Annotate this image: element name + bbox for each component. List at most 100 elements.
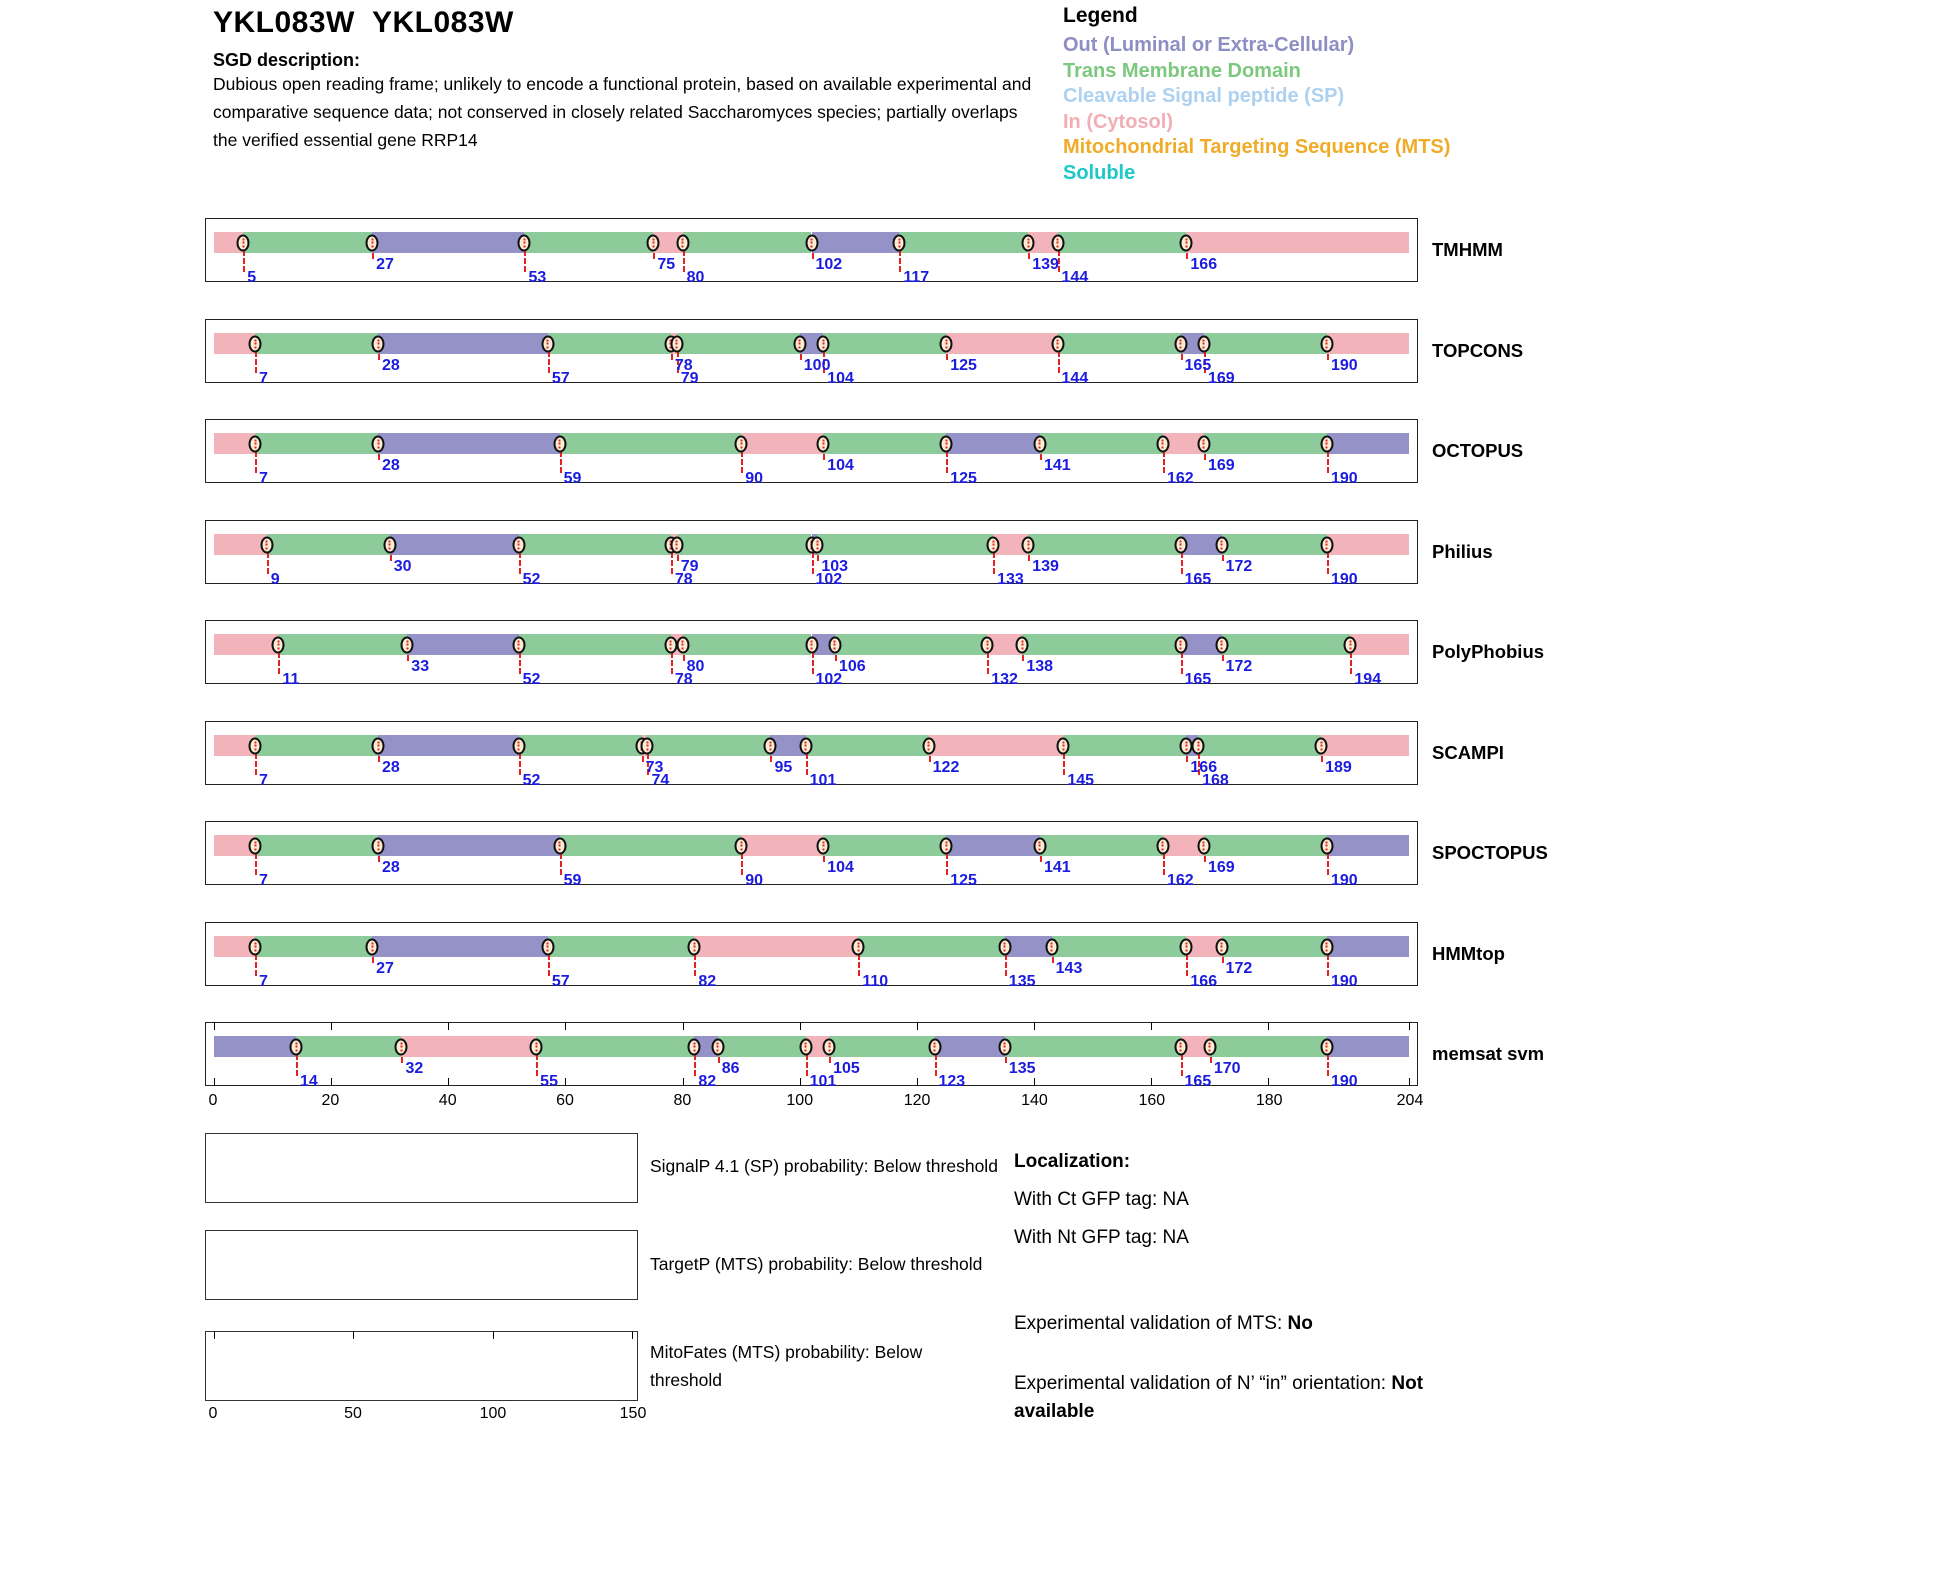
position-label: 102 [815, 571, 843, 588]
marker-leader-line [647, 745, 650, 775]
marker-leader-line [1057, 343, 1060, 373]
signalp-plot-box [205, 1133, 638, 1203]
marker-leader-line [559, 845, 562, 875]
boundary-marker-icon [541, 335, 555, 352]
position-label: 52 [522, 671, 541, 688]
topology-segment-tm [559, 835, 742, 856]
topology-segment-out [1180, 534, 1222, 555]
boundary-marker-icon [980, 636, 994, 653]
position-label: 7 [259, 772, 268, 789]
marker-center-dots [535, 1042, 538, 1051]
marker-center-dots [992, 540, 995, 549]
boundary-marker-icon [922, 737, 936, 754]
axis-tick [448, 1078, 450, 1085]
mitofates-axis-label: 50 [344, 1405, 362, 1422]
axis-tick [916, 1078, 918, 1085]
boundary-marker-icon [1215, 536, 1229, 553]
boundary-marker-icon [676, 636, 690, 653]
x-axis-label: 100 [786, 1092, 814, 1109]
position-label: 55 [540, 1073, 558, 1090]
marker-leader-line [1162, 443, 1165, 473]
signalp-caption: SignalP 4.1 (SP) probability: Below thre… [650, 1156, 998, 1176]
boundary-marker-icon [816, 335, 830, 352]
position-label: 125 [950, 357, 977, 374]
x-axis-label: 204 [1396, 1092, 1424, 1109]
boundary-marker-icon [1197, 335, 1211, 352]
predictor-track-row: 7 27 57 82 110 135 143 166 172 190 HMMtop [205, 922, 1505, 990]
topology-segment-tm [858, 936, 1005, 957]
boundary-marker-icon [541, 938, 555, 955]
marker-center-dots [1038, 841, 1041, 850]
axis-tick [1151, 1023, 1153, 1030]
marker-center-dots [898, 238, 901, 247]
position-label: 57 [551, 973, 570, 990]
topology-segment-tm [1221, 534, 1327, 555]
topology-segment-tm [559, 433, 742, 454]
boundary-marker-icon [517, 234, 531, 251]
marker-leader-line [1057, 242, 1060, 272]
axis-tick [1409, 1078, 1410, 1085]
boundary-marker-icon [1021, 536, 1035, 553]
marker-leader-line [946, 443, 949, 473]
boundary-marker-icon [1320, 536, 1334, 553]
marker-leader-line [1326, 544, 1329, 574]
position-label: 80 [686, 658, 705, 675]
x-axis: 0 20 40 60 80 100 120 140 160 180 204 [205, 1092, 1424, 1114]
topology-segment-tm [1198, 735, 1322, 756]
position-label: 104 [827, 370, 854, 387]
x-axis-label: 40 [438, 1092, 457, 1109]
boundary-marker-icon [529, 1038, 543, 1055]
topology-segment-tm [682, 232, 812, 253]
marker-leader-line [694, 946, 697, 976]
position-label: 78 [674, 357, 693, 374]
boundary-marker-icon [1320, 837, 1334, 854]
topology-segment-tm [536, 1036, 695, 1057]
position-label: 95 [774, 759, 793, 776]
topology-segment-in [1162, 433, 1204, 454]
topology-bar: 5 27 53 75 80 102 117 139 144 166 [214, 232, 1409, 286]
boundary-marker-icon [805, 636, 818, 653]
topology-segment-tm [1203, 333, 1327, 354]
position-label: 190 [1330, 571, 1358, 588]
boundary-marker-icon [248, 938, 262, 955]
topology-segment-in [214, 433, 255, 454]
topology-segment-tm [1203, 433, 1327, 454]
position-label: 74 [651, 772, 670, 789]
topology-segment-in [214, 333, 255, 354]
topology-segment-tm [255, 936, 373, 957]
topology-segment-tm [1051, 936, 1187, 957]
marker-center-dots [377, 439, 380, 448]
marker-center-dots [740, 841, 743, 850]
topology-segment-in [1321, 735, 1409, 756]
position-label: 73 [645, 759, 664, 776]
marker-center-dots [681, 640, 684, 649]
topology-bar: 7 28 59 90 104 125 141 162 169 190 [214, 835, 1409, 889]
marker-leader-line [858, 946, 861, 976]
marker-leader-line [547, 343, 550, 373]
boundary-marker-icon [1320, 335, 1334, 352]
position-label: 7 [259, 470, 268, 487]
topology-segment-in [214, 634, 279, 655]
marker-center-dots [1185, 942, 1188, 951]
marker-center-dots [517, 540, 520, 549]
marker-center-dots [1185, 741, 1188, 750]
position-label: 79 [680, 558, 699, 575]
boundary-marker-icon [512, 737, 526, 754]
topology-segment-out [1326, 1036, 1409, 1057]
topology-segment-tm [676, 534, 812, 555]
boundary-marker-icon [670, 536, 684, 553]
topology-segment-in [993, 534, 1029, 555]
marker-leader-line [266, 544, 269, 574]
marker-center-dots [377, 741, 380, 750]
predictor-track-row: 5 27 53 75 80 102 117 139 144 166 TMHMM [205, 218, 1503, 286]
marker-center-dots [822, 841, 825, 850]
boundary-marker-icon [1343, 636, 1357, 653]
position-label: 28 [382, 357, 400, 374]
marker-center-dots [1027, 540, 1030, 549]
topology-segment-tm [255, 835, 378, 856]
topology-segment-tm [805, 735, 929, 756]
marker-center-dots [693, 1042, 696, 1051]
marker-leader-line [993, 544, 996, 574]
topology-segment-out [770, 735, 806, 756]
marker-leader-line [1180, 544, 1183, 574]
